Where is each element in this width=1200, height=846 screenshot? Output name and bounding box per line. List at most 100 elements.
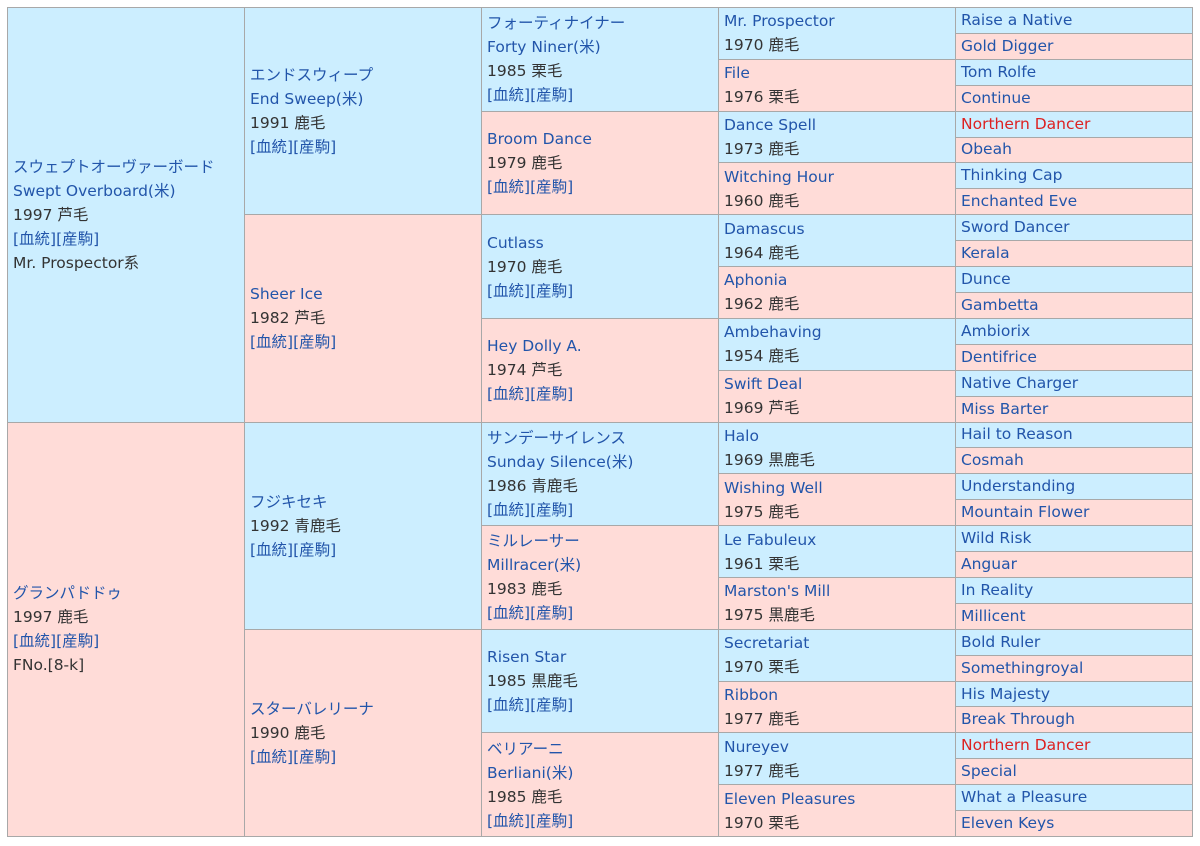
gen5-name-29[interactable]: Northern Dancer bbox=[961, 736, 1091, 755]
gen5-name-11[interactable]: Dunce bbox=[961, 270, 1011, 289]
gen5-name-18[interactable]: Cosmah bbox=[961, 451, 1024, 470]
gen3-ddd-name-ja[interactable]: ベリアーニ bbox=[487, 739, 564, 758]
gen5-cell-10: Kerala bbox=[955, 240, 1193, 268]
gen4-name-15[interactable]: Nureyev bbox=[724, 737, 789, 756]
gen5-name-23[interactable]: In Reality bbox=[961, 580, 1034, 599]
sire-name-en[interactable]: Swept Overboard(米) bbox=[13, 181, 176, 200]
gen5-name-19[interactable]: Understanding bbox=[961, 477, 1076, 496]
gen3-dss-name-en[interactable]: Sunday Silence(米) bbox=[487, 452, 634, 471]
gen5-name-2[interactable]: Gold Digger bbox=[961, 36, 1054, 55]
gen5-name-3[interactable]: Tom Rolfe bbox=[961, 62, 1037, 81]
gen5-cell-30: Special bbox=[955, 758, 1193, 786]
gen5-name-25[interactable]: Bold Ruler bbox=[961, 632, 1041, 651]
gen3-dds-links[interactable]: [血統][産駒] bbox=[487, 696, 574, 715]
sire-name-ja[interactable]: スウェプトオーヴァーボード bbox=[13, 157, 215, 176]
gen3-dsd-name-en[interactable]: Millracer(米) bbox=[487, 556, 582, 575]
gen3-sdd-links[interactable]: [血統][産駒] bbox=[487, 385, 574, 404]
gen5-name-30[interactable]: Special bbox=[961, 762, 1017, 781]
gen5-name-14[interactable]: Dentifrice bbox=[961, 347, 1037, 366]
gen3-sds-cell: Cutlass 1970 鹿毛 [血統][産駒] bbox=[481, 214, 719, 319]
gen5-cell-6: Obeah bbox=[955, 136, 1193, 164]
gen5-name-22[interactable]: Anguar bbox=[961, 554, 1017, 573]
gen5-name-4[interactable]: Continue bbox=[961, 88, 1031, 107]
dam-links[interactable]: [血統][産駒] bbox=[13, 632, 100, 651]
gen2-ss-links[interactable]: [血統][産駒] bbox=[250, 138, 337, 157]
gen3-sds-links[interactable]: [血統][産駒] bbox=[487, 281, 574, 300]
gen5-cell-12: Gambetta bbox=[955, 291, 1193, 319]
gen5-name-13[interactable]: Ambiorix bbox=[961, 321, 1031, 340]
gen4-name-13[interactable]: Secretariat bbox=[724, 634, 810, 653]
gen5-name-5[interactable]: Northern Dancer bbox=[961, 114, 1091, 133]
gen5-name-24[interactable]: Millicent bbox=[961, 606, 1026, 625]
gen4-name-11[interactable]: Le Fabuleux bbox=[724, 530, 817, 549]
dam-family: FNo.[8-k] bbox=[13, 656, 85, 675]
dam-name-ja[interactable]: グランパドドゥ bbox=[13, 584, 122, 603]
gen3-ddd-info: 1985 鹿毛 bbox=[487, 787, 563, 806]
gen3-sds-name[interactable]: Cutlass bbox=[487, 233, 544, 252]
gen5-name-31[interactable]: What a Pleasure bbox=[961, 788, 1088, 807]
gen4-name-9[interactable]: Halo bbox=[724, 426, 759, 445]
gen3-ssd-links[interactable]: [血統][産駒] bbox=[487, 177, 574, 196]
gen4-name-6[interactable]: Aphonia bbox=[724, 271, 788, 290]
gen2-dd-info: 1990 鹿毛 bbox=[250, 723, 326, 742]
gen4-name-3[interactable]: Dance Spell bbox=[724, 116, 817, 135]
gen4-name-2[interactable]: File bbox=[724, 64, 750, 83]
gen5-name-27[interactable]: His Majesty bbox=[961, 684, 1051, 703]
gen2-ds-name-ja[interactable]: フジキセキ bbox=[250, 492, 328, 511]
gen2-ds-info: 1992 青鹿毛 bbox=[250, 516, 341, 535]
gen3-dsd-links[interactable]: [血統][産駒] bbox=[487, 604, 574, 623]
gen4-cell-1: Mr. Prospector 1970 鹿毛 bbox=[718, 7, 956, 60]
sire-links[interactable]: [血統][産駒] bbox=[13, 229, 100, 248]
gen4-name-14[interactable]: Ribbon bbox=[724, 685, 779, 704]
gen2-dd-name-ja[interactable]: スターバレリーナ bbox=[250, 699, 374, 718]
gen4-name-5[interactable]: Damascus bbox=[724, 219, 805, 238]
gen3-sdd-name[interactable]: Hey Dolly A. bbox=[487, 337, 582, 356]
gen3-dsd-name-ja[interactable]: ミルレーサー bbox=[487, 532, 580, 551]
gen5-name-20[interactable]: Mountain Flower bbox=[961, 503, 1090, 522]
gen5-name-17[interactable]: Hail to Reason bbox=[961, 425, 1073, 444]
gen2-ss-name-en[interactable]: End Sweep(米) bbox=[250, 90, 364, 109]
gen3-dss-cell: サンデーサイレンス Sunday Silence(米) 1986 青鹿毛 [血統… bbox=[481, 421, 719, 527]
gen4-name-1[interactable]: Mr. Prospector bbox=[724, 12, 835, 31]
gen5-name-1[interactable]: Raise a Native bbox=[961, 10, 1073, 29]
gen5-cell-7: Thinking Cap bbox=[955, 162, 1193, 190]
gen4-name-8[interactable]: Swift Deal bbox=[724, 375, 803, 394]
gen3-dds-info: 1985 黒鹿毛 bbox=[487, 672, 578, 691]
gen4-name-16[interactable]: Eleven Pleasures bbox=[724, 789, 856, 808]
gen2-sd-name[interactable]: Sheer Ice bbox=[250, 285, 323, 304]
gen4-name-4[interactable]: Witching Hour bbox=[724, 167, 834, 186]
gen5-name-7[interactable]: Thinking Cap bbox=[961, 166, 1063, 185]
gen2-dd-links[interactable]: [血統][産駒] bbox=[250, 747, 337, 766]
gen3-sss-links[interactable]: [血統][産駒] bbox=[487, 86, 574, 105]
gen5-name-12[interactable]: Gambetta bbox=[961, 295, 1039, 314]
gen3-ddd-name-en[interactable]: Berliani(米) bbox=[487, 763, 574, 782]
gen3-dds-name[interactable]: Risen Star bbox=[487, 648, 567, 667]
gen3-ssd-name[interactable]: Broom Dance bbox=[487, 129, 592, 148]
gen5-name-6[interactable]: Obeah bbox=[961, 140, 1012, 159]
gen5-name-10[interactable]: Kerala bbox=[961, 244, 1010, 263]
gen5-cell-13: Ambiorix bbox=[955, 317, 1193, 345]
gen4-name-12[interactable]: Marston's Mill bbox=[724, 582, 831, 601]
gen5-cell-14: Dentifrice bbox=[955, 343, 1193, 371]
gen5-name-16[interactable]: Miss Barter bbox=[961, 399, 1049, 418]
gen2-sd-links[interactable]: [血統][産駒] bbox=[250, 333, 337, 352]
gen4-name-10[interactable]: Wishing Well bbox=[724, 478, 823, 497]
gen3-sss-name-en[interactable]: Forty Niner(米) bbox=[487, 38, 601, 57]
gen3-ddd-cell: ベリアーニ Berliani(米) 1985 鹿毛 [血統][産駒] bbox=[481, 732, 719, 837]
gen5-name-8[interactable]: Enchanted Eve bbox=[961, 192, 1078, 211]
gen3-ddd-links[interactable]: [血統][産駒] bbox=[487, 811, 574, 830]
gen5-name-28[interactable]: Break Through bbox=[961, 710, 1075, 729]
gen5-name-32[interactable]: Eleven Keys bbox=[961, 814, 1055, 833]
gen3-sss-name-ja[interactable]: フォーティナイナー bbox=[487, 14, 626, 33]
gen2-ds-links[interactable]: [血統][産駒] bbox=[250, 540, 337, 559]
gen5-name-15[interactable]: Native Charger bbox=[961, 373, 1079, 392]
gen3-dss-links[interactable]: [血統][産駒] bbox=[487, 500, 574, 519]
gen5-name-9[interactable]: Sword Dancer bbox=[961, 218, 1070, 237]
gen5-name-21[interactable]: Wild Risk bbox=[961, 529, 1032, 548]
gen5-name-26[interactable]: Somethingroyal bbox=[961, 658, 1084, 677]
sire-info: 1997 芦毛 bbox=[13, 205, 89, 224]
gen5-cell-25: Bold Ruler bbox=[955, 628, 1193, 656]
gen2-ss-name-ja[interactable]: エンドスウィープ bbox=[250, 66, 374, 85]
gen3-dss-name-ja[interactable]: サンデーサイレンス bbox=[487, 428, 626, 447]
gen4-name-7[interactable]: Ambehaving bbox=[724, 323, 822, 342]
